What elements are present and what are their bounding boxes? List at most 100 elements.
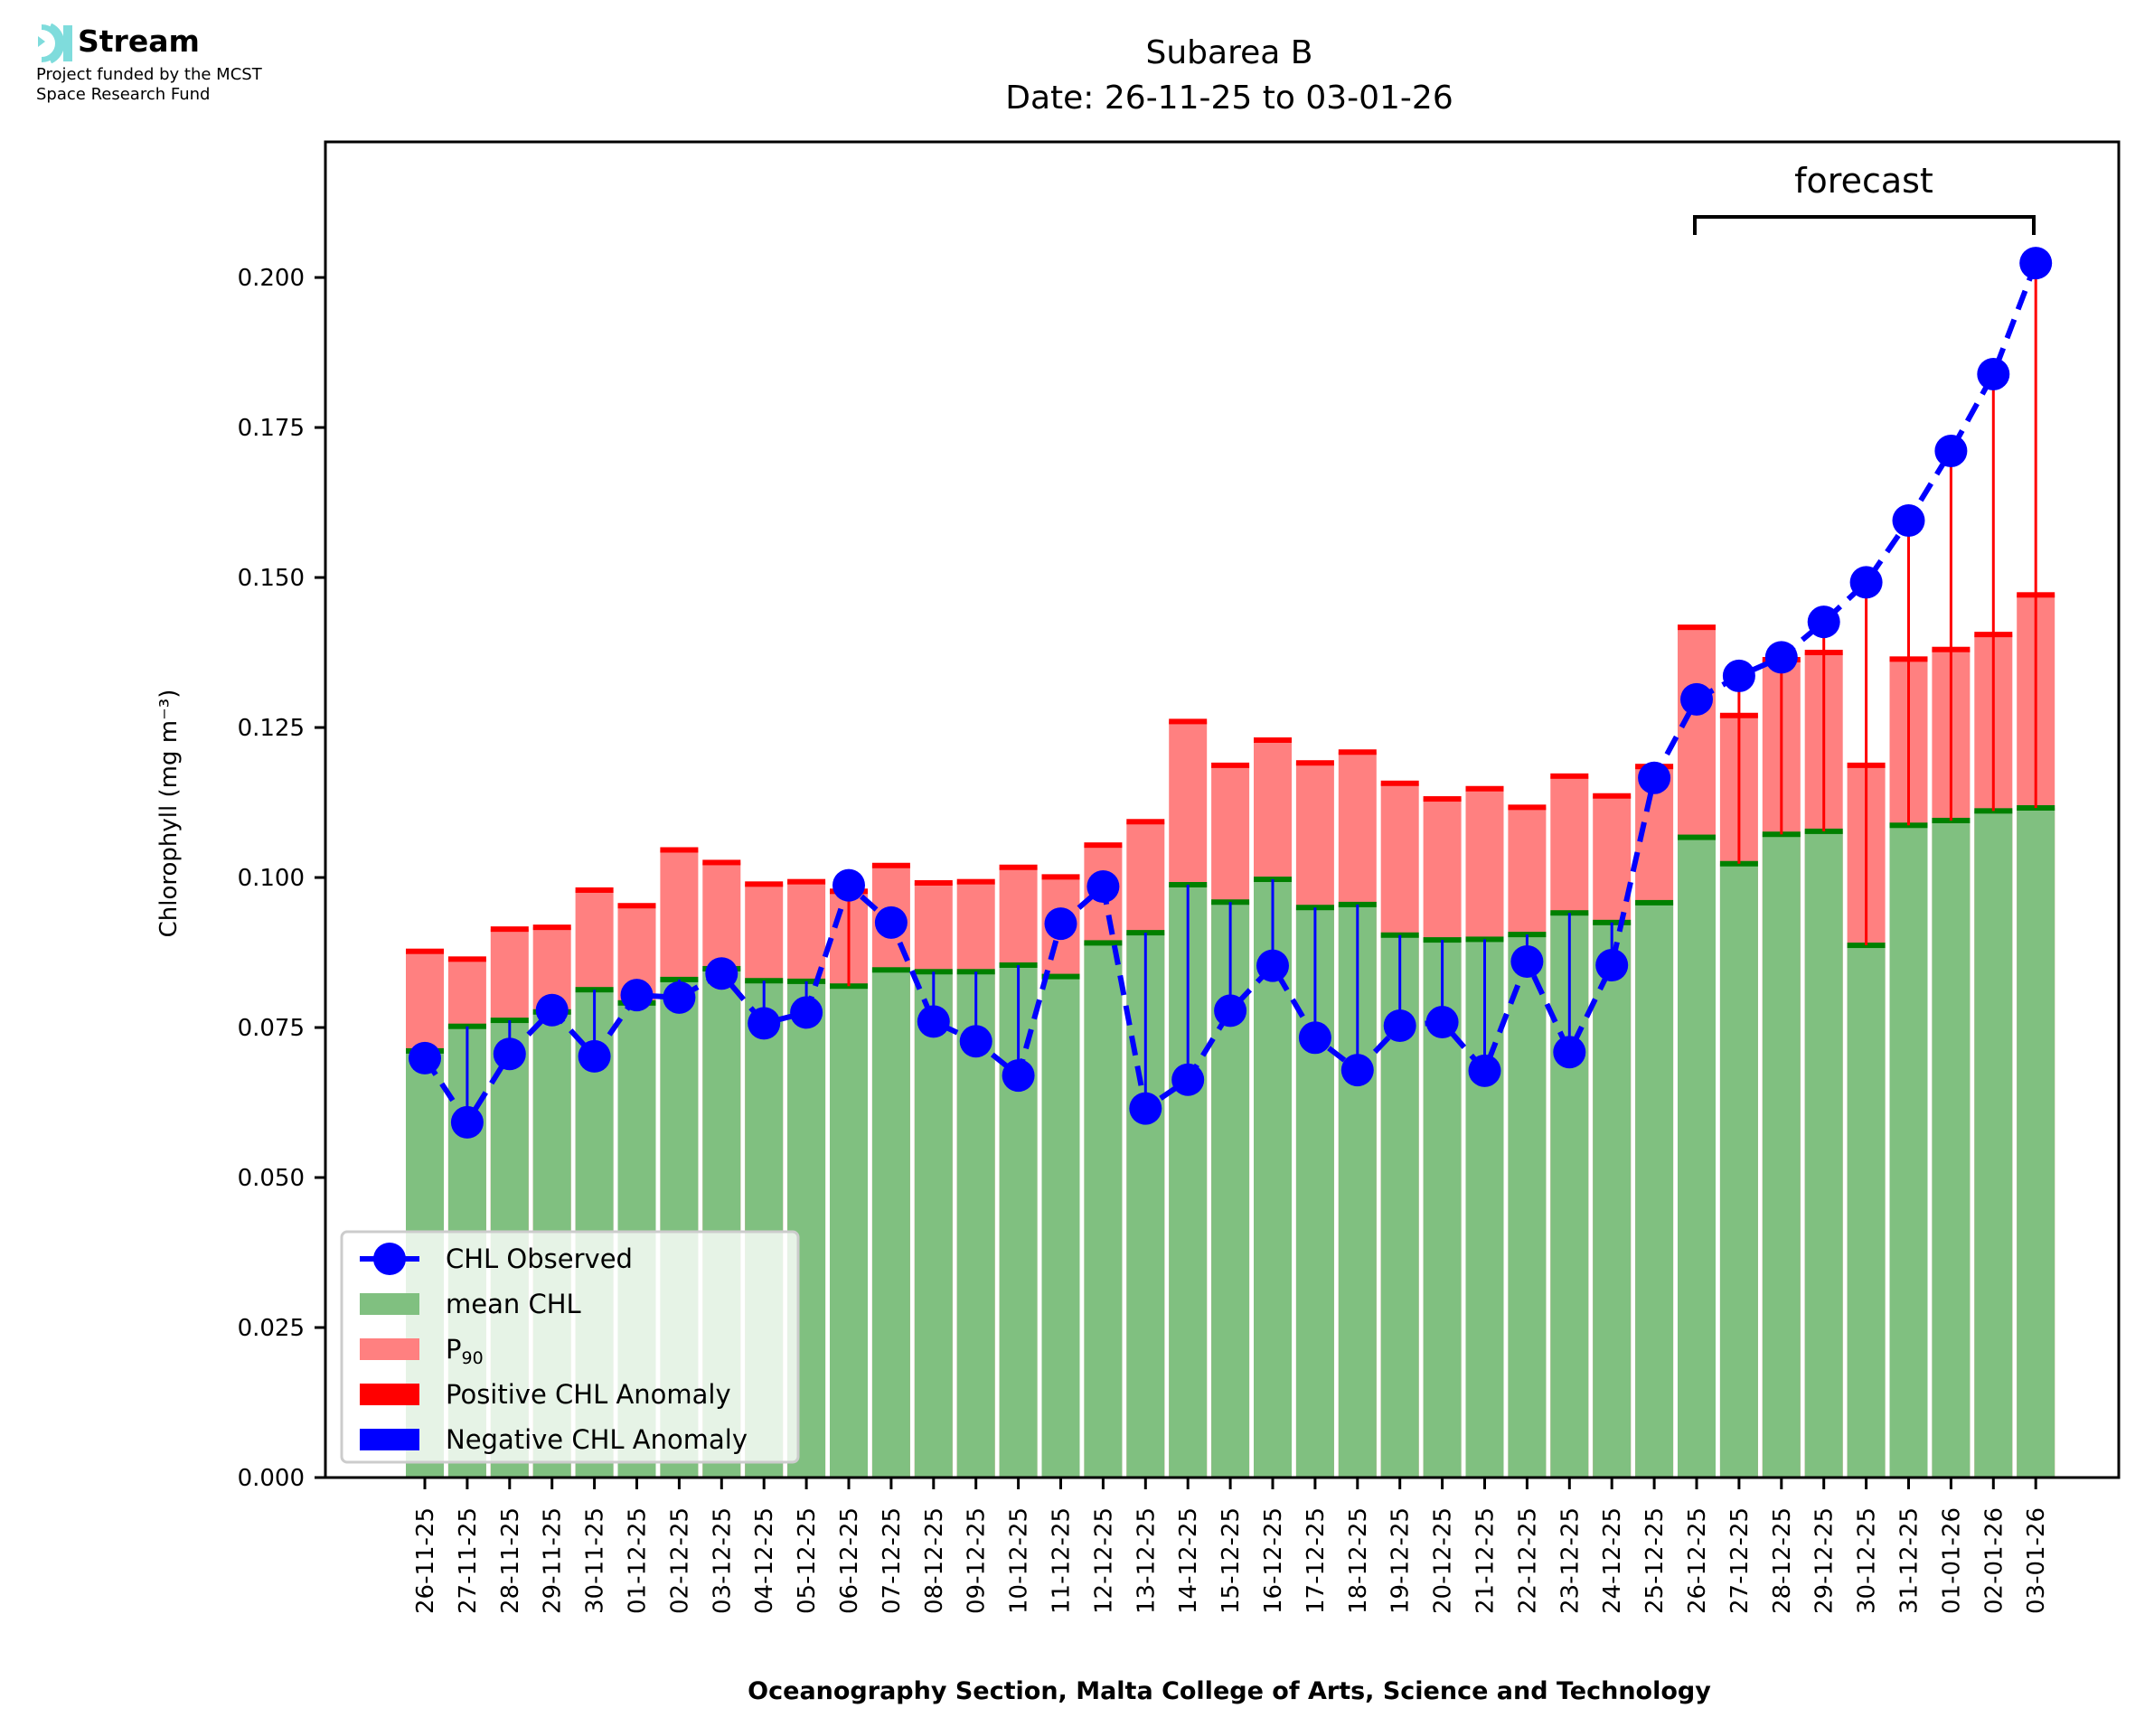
mean-bar xyxy=(914,971,953,1478)
mean-bar xyxy=(1974,811,2013,1478)
observed-point xyxy=(1340,1054,1374,1087)
x-tick-label: 01-01-26 xyxy=(1938,1507,1965,1614)
x-tick-label: 12-12-25 xyxy=(1090,1507,1117,1614)
x-tick-label: 29-12-25 xyxy=(1811,1507,1839,1614)
legend-marker-swatch xyxy=(373,1243,406,1275)
observed-point xyxy=(578,1039,611,1073)
observed-point xyxy=(1807,605,1840,639)
observed-point xyxy=(1764,641,1798,674)
funding-note: Project funded by the MCST Space Researc… xyxy=(36,65,262,105)
mean-bar xyxy=(1508,934,1547,1478)
x-tick-label: 01-12-25 xyxy=(625,1507,652,1614)
x-tick-label: 05-12-25 xyxy=(794,1507,821,1614)
p90-cap xyxy=(1084,842,1123,849)
x-tick-label: 27-11-25 xyxy=(455,1507,482,1614)
observed-point xyxy=(1086,869,1120,903)
observed-point xyxy=(1171,1063,1205,1096)
x-tick-label: 29-11-25 xyxy=(540,1507,567,1614)
x-tick-label: 10-12-25 xyxy=(1006,1507,1033,1614)
legend-box xyxy=(340,1230,800,1464)
legend-patch-swatch xyxy=(360,1429,419,1450)
x-tick-label: 07-12-25 xyxy=(879,1507,906,1614)
x-tick-label: 14-12-25 xyxy=(1175,1507,1202,1614)
legend-label: CHL Observed xyxy=(446,1243,633,1274)
observed-point xyxy=(832,868,865,902)
mean-bar xyxy=(1762,834,1801,1478)
x-tick-label: 03-12-25 xyxy=(709,1507,736,1614)
p90-cap xyxy=(1465,785,1504,792)
p90-cap xyxy=(745,881,784,887)
observed-point xyxy=(1849,566,1883,599)
p90-cap xyxy=(1126,819,1165,825)
observed-point xyxy=(1468,1054,1501,1087)
x-tick-label: 18-12-25 xyxy=(1345,1507,1372,1614)
y-tick-label: 0.025 xyxy=(238,1315,305,1342)
x-tick-label: 11-12-25 xyxy=(1049,1507,1076,1614)
x-tick-label: 25-12-25 xyxy=(1641,1507,1669,1614)
observed-point xyxy=(1383,1009,1416,1043)
y-axis-label: Chlorophyll (mg m⁻³) xyxy=(155,690,183,938)
x-tick-label: 04-12-25 xyxy=(751,1507,778,1614)
x-tick-label: 03-01-26 xyxy=(2023,1507,2050,1614)
y-tick-label: 0.200 xyxy=(238,265,305,292)
p90-cap xyxy=(1338,749,1377,755)
funding-line-2: Space Research Fund xyxy=(36,85,211,104)
mean-cap xyxy=(1041,973,1080,980)
observed-point xyxy=(1553,1036,1586,1069)
x-tick-label: 23-12-25 xyxy=(1557,1507,1584,1614)
x-tick-label: 31-12-25 xyxy=(1896,1507,1924,1614)
mean-bar xyxy=(1593,922,1632,1478)
x-axis: 26-11-25 27-11-25 28-11-25 29-11-25 30-11-25… xyxy=(412,1478,2050,1614)
y-tick-label: 0.075 xyxy=(238,1015,305,1042)
mean-bar xyxy=(1847,945,1886,1478)
p90-cap xyxy=(1380,780,1419,786)
mean-bar xyxy=(1635,902,1674,1478)
mean-bar xyxy=(1041,976,1080,1478)
mean-bar xyxy=(1084,943,1123,1478)
mean-bar xyxy=(871,970,910,1478)
p90-cap xyxy=(660,847,699,853)
p90-cap xyxy=(1678,624,1716,631)
observed-point xyxy=(1595,948,1629,981)
x-tick-label: 08-12-25 xyxy=(921,1507,948,1614)
mean-bar xyxy=(830,986,868,1478)
observed-point xyxy=(874,906,908,939)
p90-cap xyxy=(1423,796,1462,802)
p90-cap xyxy=(575,887,614,893)
p90-cap xyxy=(1254,737,1292,743)
observed-point xyxy=(1892,503,1925,537)
y-tick-label: 0.175 xyxy=(238,415,305,442)
observed-point xyxy=(748,1007,781,1040)
observed-point xyxy=(620,979,654,1012)
mean-cap xyxy=(1084,940,1123,946)
mean-cap xyxy=(1678,834,1716,840)
p90-cap xyxy=(1169,718,1208,725)
forecast-bracket-line xyxy=(1693,215,2036,235)
chart-title: Subarea B xyxy=(1146,34,1313,71)
p90-cap xyxy=(914,880,953,887)
y-tick-label: 0.125 xyxy=(238,715,305,742)
x-tick-label: 30-11-25 xyxy=(582,1507,609,1614)
x-tick-label: 30-12-25 xyxy=(1854,1507,1881,1614)
x-tick-label: 26-12-25 xyxy=(1684,1507,1711,1614)
p90-cap xyxy=(1593,793,1632,799)
observed-point xyxy=(1934,434,1968,467)
observed-point xyxy=(1425,1006,1459,1039)
legend-label: mean CHL xyxy=(446,1289,581,1319)
p90-cap xyxy=(447,956,486,962)
mean-bar xyxy=(1678,837,1716,1478)
observed-point xyxy=(535,993,569,1027)
p90-cap xyxy=(490,926,529,933)
observed-point xyxy=(1510,944,1544,978)
x-tick-label: 16-12-25 xyxy=(1260,1507,1287,1614)
mean-bar xyxy=(1889,825,1928,1478)
observed-point xyxy=(959,1025,992,1058)
x-tick-label: 02-01-26 xyxy=(1980,1507,2008,1614)
x-tick-label: 28-12-25 xyxy=(1769,1507,1796,1614)
observed-point xyxy=(1044,907,1077,941)
forecast-label: forecast xyxy=(1794,161,1933,201)
p90-cap xyxy=(787,878,826,885)
x-tick-label: 24-12-25 xyxy=(1599,1507,1626,1614)
